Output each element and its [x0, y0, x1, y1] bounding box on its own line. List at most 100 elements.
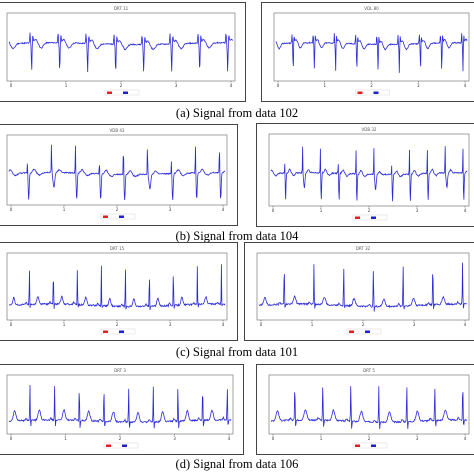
x-tick-label: 1 [311, 322, 314, 327]
x-tick-label: 3 [416, 436, 419, 441]
legend-box [100, 213, 136, 220]
caption-c: (c) Signal from data 101 [175, 345, 299, 359]
x-tick-label: 2 [370, 83, 373, 88]
x-tick-label: 1 [323, 83, 326, 88]
x-tick-label: 1 [64, 436, 67, 441]
x-tick-label: 1 [320, 436, 323, 441]
x-tick-label: 2 [116, 322, 119, 327]
caption-b: (b) Signal from data 104 [175, 229, 299, 243]
ecg-svg: VDB 32 0 1 2 3 4 [268, 127, 470, 221]
legend-marker-red [355, 444, 360, 447]
x-tick-label: 1 [63, 322, 66, 327]
ecg-svg: VDL 80 0 1 2 3 4 [273, 6, 470, 96]
legend-marker-blue [373, 91, 379, 94]
x-tick-label: 4 [222, 322, 225, 327]
plot-frame [6, 252, 228, 321]
x-tick-label: 3 [416, 208, 419, 213]
plot-frame [256, 252, 470, 321]
legend-marker-red [349, 330, 354, 333]
legend-box [355, 89, 390, 96]
ecg-signal-line [8, 144, 226, 201]
legend-marker-blue [123, 91, 128, 94]
legend-marker-blue [119, 330, 124, 333]
x-tick-label: 0 [272, 436, 275, 441]
x-tick-label: 0 [272, 208, 275, 213]
x-tick-label: 3 [169, 322, 172, 327]
chart-panel-b-left: VDB 43 0 1 2 3 4 [0, 124, 238, 226]
x-tick-label: 3 [169, 207, 172, 212]
chart-panel-a-right: VDL 80 0 1 2 3 4 [261, 2, 474, 102]
legend-marker-red [355, 216, 360, 219]
panel-title: DRT 5 [363, 368, 375, 373]
legend-marker-red [106, 444, 111, 447]
legend-box [346, 328, 382, 335]
x-tick-label: 4 [464, 322, 467, 327]
x-tick-label: 2 [368, 208, 371, 213]
x-tick-label: 2 [119, 436, 122, 441]
ecg-signal-line [9, 264, 226, 311]
plot-frame [273, 12, 470, 82]
panel-title: DRT 11 [114, 6, 129, 11]
legend-marker-red [103, 330, 108, 333]
x-tick-label: 1 [65, 83, 68, 88]
x-tick-label: 4 [464, 83, 467, 88]
legend-marker-red [103, 215, 108, 218]
plot-frame [268, 133, 470, 207]
x-tick-label: 0 [260, 322, 263, 327]
chart-panel-b-right: VDB 32 0 1 2 3 4 [256, 123, 474, 227]
chart-panel-c-left: DRT 15 0 1 2 3 4 [0, 242, 238, 341]
panel-title: DRT 3 [114, 368, 126, 373]
x-tick-label: 2 [116, 207, 119, 212]
x-tick-label: 3 [173, 436, 176, 441]
legend-box [104, 89, 140, 96]
ecg-svg: DRT 5 0 1 2 3 4 [268, 368, 470, 449]
legend-box [352, 214, 388, 221]
panel-title: DRT 15 [110, 246, 125, 251]
chart-panel-d-left: DRT 3 0 1 2 3 4 [0, 364, 244, 455]
x-tick-label: 2 [368, 436, 371, 441]
caption-a: (a) Signal from data 102 [175, 106, 299, 120]
plot-frame [6, 374, 234, 435]
ecg-signal-line [275, 33, 468, 73]
ecg-signal-line [8, 32, 234, 73]
x-tick-label: 0 [10, 207, 13, 212]
x-tick-label: 0 [10, 436, 13, 441]
chart-panel-c-right: DRT 32 0 1 2 3 4 [244, 242, 474, 341]
x-tick-label: 3 [417, 83, 420, 88]
ecg-svg: VDB 43 0 1 2 3 4 [6, 128, 228, 220]
ecg-signal-line [8, 384, 232, 429]
panel-title: DRT 32 [356, 246, 371, 251]
x-tick-label: 1 [320, 208, 323, 213]
x-tick-label: 4 [464, 436, 467, 441]
ecg-signal-line [270, 146, 468, 202]
legend-marker-blue [371, 216, 376, 219]
x-tick-label: 4 [228, 436, 231, 441]
x-tick-label: 3 [413, 322, 416, 327]
x-tick-label: 0 [10, 322, 13, 327]
legend-box [100, 328, 136, 335]
ecg-svg: DRT 3 0 1 2 3 4 [6, 368, 234, 449]
ecg-svg: DRT 11 0 1 2 3 4 [6, 6, 236, 96]
chart-panel-a-left: DRT 11 0 1 2 3 4 [0, 2, 246, 102]
legend-marker-blue [371, 444, 376, 447]
legend-marker-red [357, 91, 363, 94]
legend-marker-red [107, 91, 112, 94]
legend-marker-blue [119, 215, 124, 218]
plot-frame [268, 374, 470, 435]
chart-panel-d-right: DRT 5 0 1 2 3 4 [256, 364, 474, 455]
panel-title: VDL 80 [364, 6, 379, 11]
plot-frame [6, 134, 228, 206]
legend-marker-blue [122, 444, 127, 447]
legend-marker-blue [365, 330, 370, 333]
panel-title: VDB 43 [110, 128, 125, 133]
legend-box [352, 442, 388, 449]
ecg-svg: DRT 32 0 1 2 3 4 [256, 246, 470, 335]
x-tick-label: 0 [10, 83, 13, 88]
ecg-svg: DRT 15 0 1 2 3 4 [6, 246, 228, 335]
plot-frame [6, 12, 236, 82]
panel-title: VDB 32 [362, 127, 377, 132]
x-tick-label: 0 [277, 83, 280, 88]
x-tick-label: 4 [222, 207, 225, 212]
x-tick-label: 3 [175, 83, 178, 88]
ecg-signal-line [258, 262, 468, 312]
